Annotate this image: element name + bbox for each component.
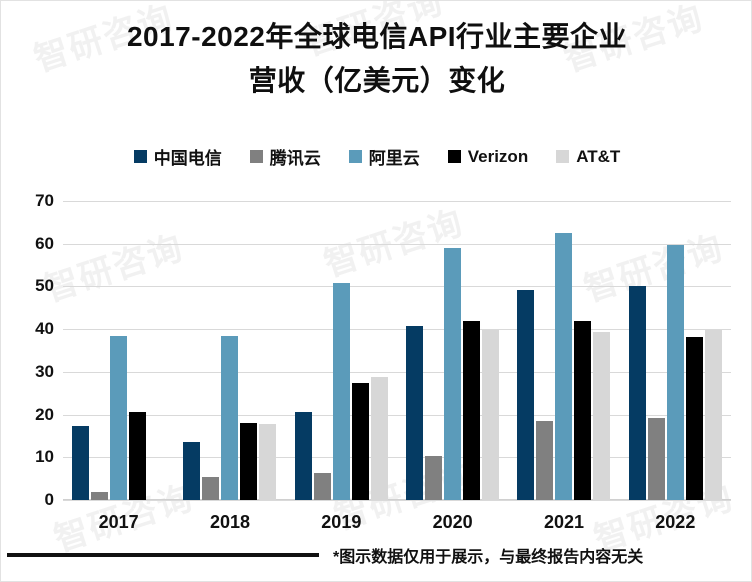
gridline (63, 457, 731, 459)
bar[interactable] (259, 423, 277, 500)
y-axis-tick-label: 60 (35, 233, 54, 253)
bar[interactable] (555, 232, 573, 500)
bar[interactable] (332, 283, 350, 500)
bar[interactable] (425, 455, 443, 500)
footer-divider (7, 553, 319, 557)
y-axis-tick-label: 20 (35, 404, 54, 424)
y-axis-tick-label: 30 (35, 361, 54, 381)
bar-group: 2020 (397, 201, 508, 532)
chart-title-line-1: 2017-2022年全球电信API行业主要企业 (126, 21, 628, 52)
legend-swatch-icon (133, 150, 147, 163)
legend-item-1[interactable]: 中国电信 (133, 144, 222, 169)
gridline (63, 329, 731, 331)
bar[interactable] (370, 377, 388, 500)
bar[interactable] (482, 329, 500, 500)
bar-group: 2021 (508, 201, 619, 532)
legend-item-label: 阿里云 (368, 149, 420, 168)
legend-item-5[interactable]: AT&T (556, 147, 620, 167)
y-axis-tick-label: 70 (35, 191, 54, 210)
bar[interactable] (536, 420, 554, 500)
x-axis-tick-label: 2019 (321, 512, 362, 532)
gridline (63, 371, 731, 373)
chart-footer: *图示数据仅用于展示，与最终报告内容无关 (1, 542, 751, 568)
bar-group: 2018 (174, 201, 285, 532)
bar-groups: 2017 2018 2019 2020 2021 2022 (63, 201, 731, 532)
bar[interactable] (647, 418, 665, 500)
x-axis-line (63, 499, 731, 500)
legend-swatch-icon (249, 150, 263, 163)
bar[interactable] (517, 290, 535, 500)
gridlines: 0 10 20 30 40 50 60 70 (35, 191, 731, 509)
legend-item-label: 腾讯云 (269, 149, 321, 168)
y-axis-tick-label: 40 (35, 319, 54, 339)
bar[interactable] (110, 335, 128, 500)
bar-group: 2019 (286, 201, 397, 532)
chart-title: 2017-2022年全球电信API行业主要企业 营收（亿美元）变化 (1, 15, 751, 103)
bar[interactable] (593, 331, 611, 500)
plot-area: 0 10 20 30 40 50 60 70 2017 2018 2019 2020 2021 2022 (35, 191, 731, 532)
chart-title-line-2: 营收（亿美元）变化 (248, 65, 506, 96)
bar[interactable] (685, 336, 703, 500)
bar[interactable] (574, 321, 592, 500)
bar[interactable] (406, 325, 424, 500)
gridline (63, 243, 731, 245)
gridline (63, 414, 731, 416)
legend-item-3[interactable]: 阿里云 (348, 144, 420, 169)
bar[interactable] (183, 442, 201, 500)
gridline (63, 286, 731, 288)
bar[interactable] (666, 244, 684, 500)
bar[interactable] (202, 477, 220, 500)
gridline (63, 201, 731, 202)
footer-note: *图示数据仅用于展示，与最终报告内容无关 (333, 549, 644, 566)
legend-item-label: AT&T (576, 146, 621, 166)
x-axis-tick-label: 2017 (98, 512, 139, 532)
y-axis-tick-label: 10 (35, 447, 54, 467)
bar[interactable] (628, 286, 646, 500)
bar[interactable] (351, 383, 369, 500)
x-axis-tick-label: 2018 (209, 512, 251, 532)
x-axis-tick-label: 2022 (655, 512, 696, 532)
legend-item-2[interactable]: 腾讯云 (249, 144, 321, 169)
bar[interactable] (294, 412, 312, 500)
bar[interactable] (463, 321, 481, 500)
legend-item-4[interactable]: Verizon (447, 146, 529, 167)
bar[interactable] (221, 335, 239, 500)
bar[interactable] (72, 426, 90, 500)
x-axis-tick-label: 2020 (432, 512, 473, 532)
legend-item-label: 中国电信 (153, 149, 222, 168)
y-axis-tick-label: 0 (44, 490, 54, 509)
y-axis-tick-label: 50 (35, 276, 54, 296)
bar[interactable] (704, 329, 722, 500)
bar[interactable] (240, 422, 258, 500)
gridline (63, 500, 731, 501)
bar-group: 2017 (63, 201, 174, 532)
bar-group: 2022 (620, 201, 731, 532)
chart-legend: 中国电信 腾讯云 阿里云 Verizon AT&T (1, 144, 751, 169)
bar[interactable] (91, 491, 109, 500)
bar[interactable] (129, 412, 147, 500)
bar[interactable] (313, 473, 331, 500)
legend-item-label: Verizon (467, 146, 529, 166)
legend-swatch-icon (447, 150, 461, 163)
x-axis-tick-label: 2021 (543, 512, 584, 532)
legend-swatch-icon (556, 150, 570, 163)
legend-swatch-icon (348, 150, 362, 163)
bar[interactable] (444, 248, 462, 500)
